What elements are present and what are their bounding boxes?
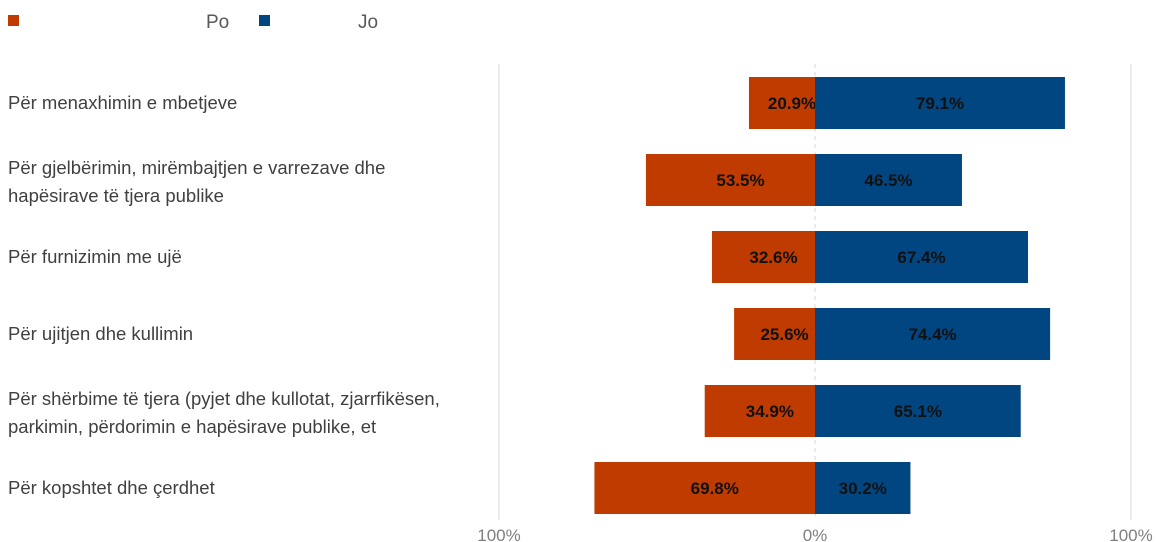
bar-jo: [815, 385, 1021, 437]
category-label: Për furnizimin me ujë: [8, 246, 182, 267]
data-label-po: 25.6%: [760, 325, 808, 344]
data-label-jo: 30.2%: [839, 479, 887, 498]
x-tick-label: 0%: [803, 526, 828, 542]
bar-po: [734, 308, 815, 360]
category-label: Për gjelbërimin, mirëmbajtjen e varrezav…: [8, 157, 385, 178]
legend-label-jo: Jo: [358, 12, 378, 33]
bar-jo: [815, 77, 1065, 129]
x-tick-label: 100%: [477, 526, 520, 542]
data-label-jo: 79.1%: [916, 94, 964, 113]
bar-po: [748, 77, 815, 129]
bar-jo: [815, 154, 962, 206]
data-label-jo: 67.4%: [897, 248, 945, 267]
bar-po: [645, 154, 815, 206]
legend-label-po: Po: [206, 12, 229, 33]
category-label: Për ujitjen dhe kullimin: [8, 323, 193, 344]
category-label-line2: hapësirave të tjera publike: [8, 185, 224, 206]
category-label-line2: parkimin, përdorimin e hapësirave publik…: [8, 416, 376, 437]
legend-swatch-jo: [259, 15, 270, 26]
data-label-po: 20.9%: [768, 94, 816, 113]
bar-po: [594, 462, 815, 514]
data-label-po: 32.6%: [749, 248, 797, 267]
data-label-jo: 65.1%: [894, 402, 942, 421]
bar-jo: [815, 462, 911, 514]
category-label: Për menaxhimin e mbetjeve: [8, 92, 237, 113]
data-label-po: 53.5%: [716, 171, 764, 190]
legend-swatch-po: [8, 15, 19, 26]
data-label-jo: 74.4%: [908, 325, 956, 344]
bar-po: [704, 385, 815, 437]
data-label-po: 69.8%: [691, 479, 739, 498]
bar-jo: [815, 231, 1028, 283]
data-label-po: 34.9%: [746, 402, 794, 421]
x-tick-label: 100%: [1109, 526, 1152, 542]
category-label: Për kopshtet dhe çerdhet: [8, 477, 215, 498]
bar-po: [711, 231, 815, 283]
data-label-jo: 46.5%: [864, 171, 912, 190]
category-label: Për shërbime të tjera (pyjet dhe kullota…: [8, 388, 440, 409]
bar-jo: [815, 308, 1051, 360]
